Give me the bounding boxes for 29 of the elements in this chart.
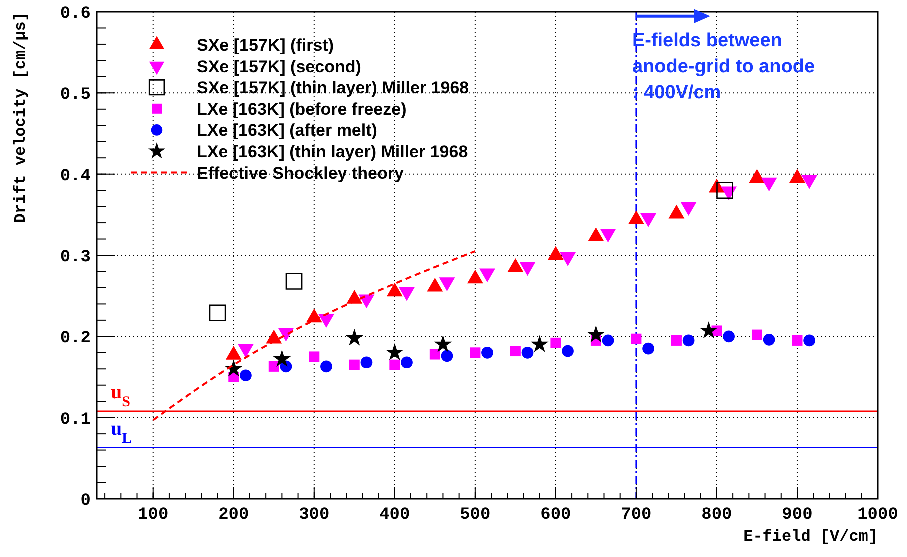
legend-label: LXe [163K] (before freeze) <box>197 100 407 119</box>
y-tick-label: 0.4 <box>60 167 91 186</box>
legend-label: SXe [157K] (thin layer) Miller 1968 <box>197 78 470 98</box>
x-tick-label: 100 <box>138 506 169 525</box>
x-tick-label: 700 <box>621 506 652 525</box>
legend-label: SXe [157K] (first) <box>197 36 334 55</box>
legend-label: LXe [163K] (thin layer) Miller 1968 <box>197 142 468 162</box>
ref-line-label: u$_{S}$ <box>111 381 130 410</box>
y-tick-label: 0.3 <box>60 248 91 268</box>
legend-label: SXe [157K] (second) <box>197 57 362 76</box>
x-axis-title: E-field [V/cm] <box>744 528 878 546</box>
legend-label: LXe [163K] (after melt) <box>197 121 378 140</box>
x-tick-label: 400 <box>380 506 410 525</box>
y-axis-title: Drift velocity [cm/μs] <box>12 12 30 224</box>
x-tick-label: 1000 <box>858 506 898 525</box>
legend-label: Effective Shockley theory <box>197 164 404 183</box>
x-tick-label: 900 <box>782 506 813 525</box>
y-tick-label: 0.6 <box>60 5 91 24</box>
annotation: E-fields between anode-grid to anode : 400V/cm <box>632 30 816 104</box>
y-tick-label: 0 <box>80 492 91 511</box>
x-tick-label: 200 <box>218 506 250 525</box>
ref-line-label: u$_{L}$ <box>111 418 132 447</box>
x-tick-label: 800 <box>702 506 732 525</box>
x-tick-label: 300 <box>299 506 330 525</box>
y-tick-label: 0.2 <box>60 330 91 349</box>
x-tick-label: 600 <box>540 506 572 525</box>
y-tick-label: 0.5 <box>60 86 91 106</box>
y-tick-label: 0.1 <box>60 410 91 430</box>
x-tick-label: 500 <box>460 506 491 525</box>
